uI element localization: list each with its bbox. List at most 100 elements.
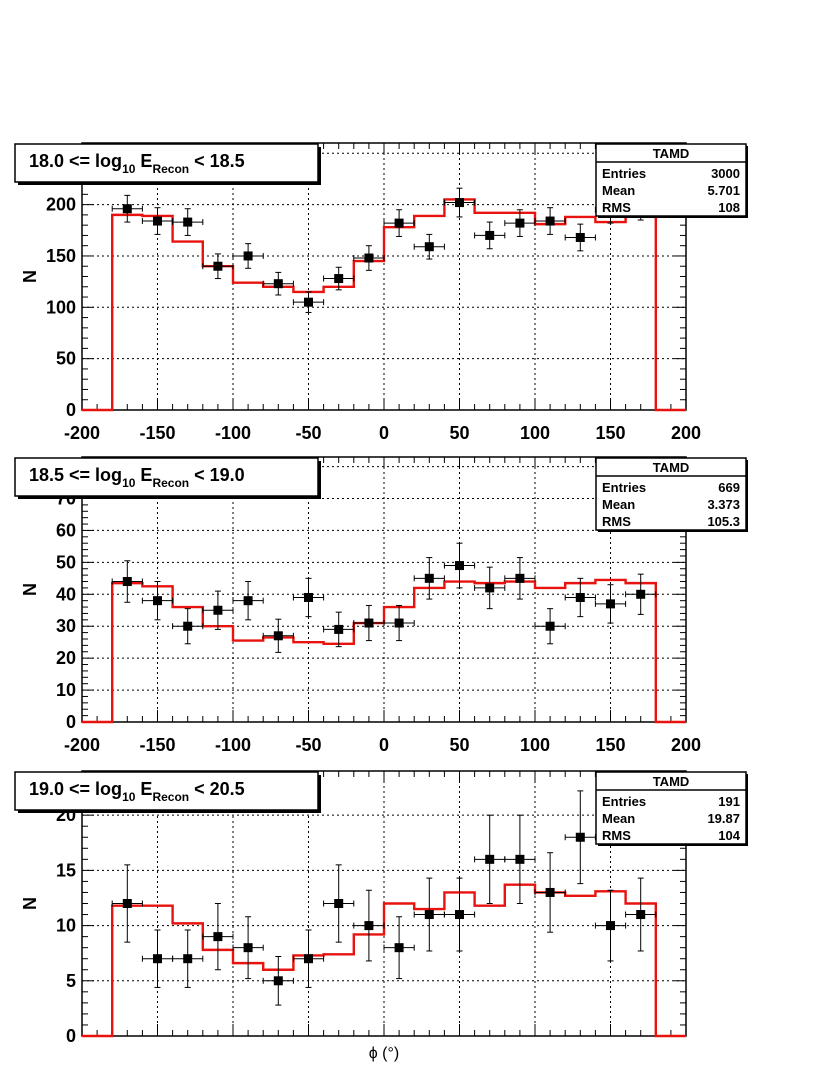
x-tick-label: -200	[64, 735, 100, 755]
histogram-series	[82, 198, 686, 412]
y-tick-label: 50	[56, 552, 76, 572]
data-point	[364, 921, 374, 931]
y-tick-label: 15	[56, 860, 76, 880]
data-point	[213, 932, 223, 942]
y-tick-label: 100	[46, 297, 76, 317]
data-point	[304, 297, 313, 307]
stats-entries-label: Entries	[602, 166, 646, 181]
stats-entries-value: 191	[718, 794, 740, 809]
stats-mean-label: Mean	[602, 497, 635, 512]
stats-rms-value: 104	[718, 828, 740, 843]
y-axis-label: N	[20, 897, 40, 910]
data-point	[394, 618, 404, 628]
x-tick-label: 200	[671, 735, 701, 755]
data-point	[334, 899, 344, 908]
data-point	[243, 943, 253, 953]
data-point	[606, 599, 615, 609]
y-tick-label: 50	[56, 349, 76, 369]
y-tick-label: 20	[56, 648, 76, 668]
data-point	[515, 854, 525, 864]
y-tick-label: 150	[46, 246, 76, 266]
stats-entries-value: 669	[718, 480, 740, 495]
data-point	[183, 954, 193, 964]
y-tick-label: 60	[56, 520, 76, 540]
stats-rms-label: RMS	[602, 514, 631, 529]
x-tick-label: -50	[295, 735, 321, 755]
plot-frame	[81, 142, 687, 411]
x-axis-label: ϕ (°)	[369, 1045, 399, 1062]
data-point	[183, 217, 193, 227]
data-point	[515, 218, 525, 228]
stats-name: TAMD	[653, 146, 690, 161]
chart-panel-2: 01020304050607080-200-150-100-5005010015…	[14, 456, 748, 755]
x-tick-label: -100	[215, 423, 251, 443]
stats-name: TAMD	[653, 460, 690, 475]
x-tick-label: -50	[295, 423, 321, 443]
data-point	[575, 592, 585, 602]
x-tick-label: 50	[449, 735, 469, 755]
x-tick-label: 150	[595, 735, 625, 755]
stats-entries-label: Entries	[602, 794, 646, 809]
data-point	[455, 198, 464, 208]
x-tick-label: -150	[139, 735, 175, 755]
data-point	[273, 631, 283, 641]
stats-mean-value: 5.701	[707, 183, 740, 198]
title-box	[14, 457, 319, 497]
stats-mean-label: Mean	[602, 811, 635, 826]
data-point	[304, 954, 313, 964]
y-axis-label: N	[20, 583, 40, 596]
data-point	[545, 621, 555, 631]
stats-box	[595, 457, 747, 531]
data-point	[213, 261, 223, 271]
data-point	[606, 921, 615, 931]
data-point	[515, 573, 525, 583]
y-axis-label: N	[20, 270, 40, 283]
stats-rms-label: RMS	[602, 200, 631, 215]
data-point	[364, 618, 374, 628]
x-tick-label: -200	[64, 423, 100, 443]
data-point	[122, 899, 132, 908]
histogram-series	[82, 883, 686, 1038]
data-point	[636, 910, 646, 920]
y-tick-label: 10	[56, 680, 76, 700]
data-point	[424, 573, 434, 583]
data-point	[485, 583, 495, 593]
data-point	[424, 242, 434, 252]
chart-title: 18.0 <= log10 ERecon < 18.5	[29, 151, 245, 176]
y-tick-label: 5	[66, 971, 76, 991]
stats-mean-value: 19.87	[707, 811, 740, 826]
data-point	[122, 204, 132, 214]
data-point	[213, 605, 223, 615]
data-point	[636, 589, 646, 599]
x-tick-label: -100	[215, 735, 251, 755]
data-point	[424, 910, 434, 920]
chart-title: 19.0 <= log10 ERecon < 20.5	[29, 779, 245, 804]
x-tick-label: 50	[449, 423, 469, 443]
data-point	[545, 887, 555, 897]
stats-name: TAMD	[653, 774, 690, 789]
data-point	[334, 624, 344, 634]
data-point	[394, 218, 404, 228]
data-point	[575, 232, 585, 242]
data-point	[304, 592, 313, 602]
y-tick-label: 40	[56, 584, 76, 604]
y-tick-label: 200	[46, 195, 76, 215]
stats-entries-value: 3000	[711, 166, 740, 181]
x-tick-label: -150	[139, 423, 175, 443]
stats-rms-value: 105.3	[707, 514, 740, 529]
title-box	[14, 771, 319, 811]
x-tick-label: 100	[520, 735, 550, 755]
data-point	[243, 251, 253, 261]
data-point	[455, 910, 464, 920]
data-point	[273, 976, 283, 986]
data-point	[455, 561, 464, 571]
x-tick-label: 0	[379, 735, 389, 755]
data-point	[153, 954, 162, 964]
data-point	[575, 832, 585, 842]
data-point	[273, 279, 283, 289]
stats-entries-label: Entries	[602, 480, 646, 495]
y-tick-label: 0	[66, 712, 76, 732]
data-point	[364, 253, 374, 263]
